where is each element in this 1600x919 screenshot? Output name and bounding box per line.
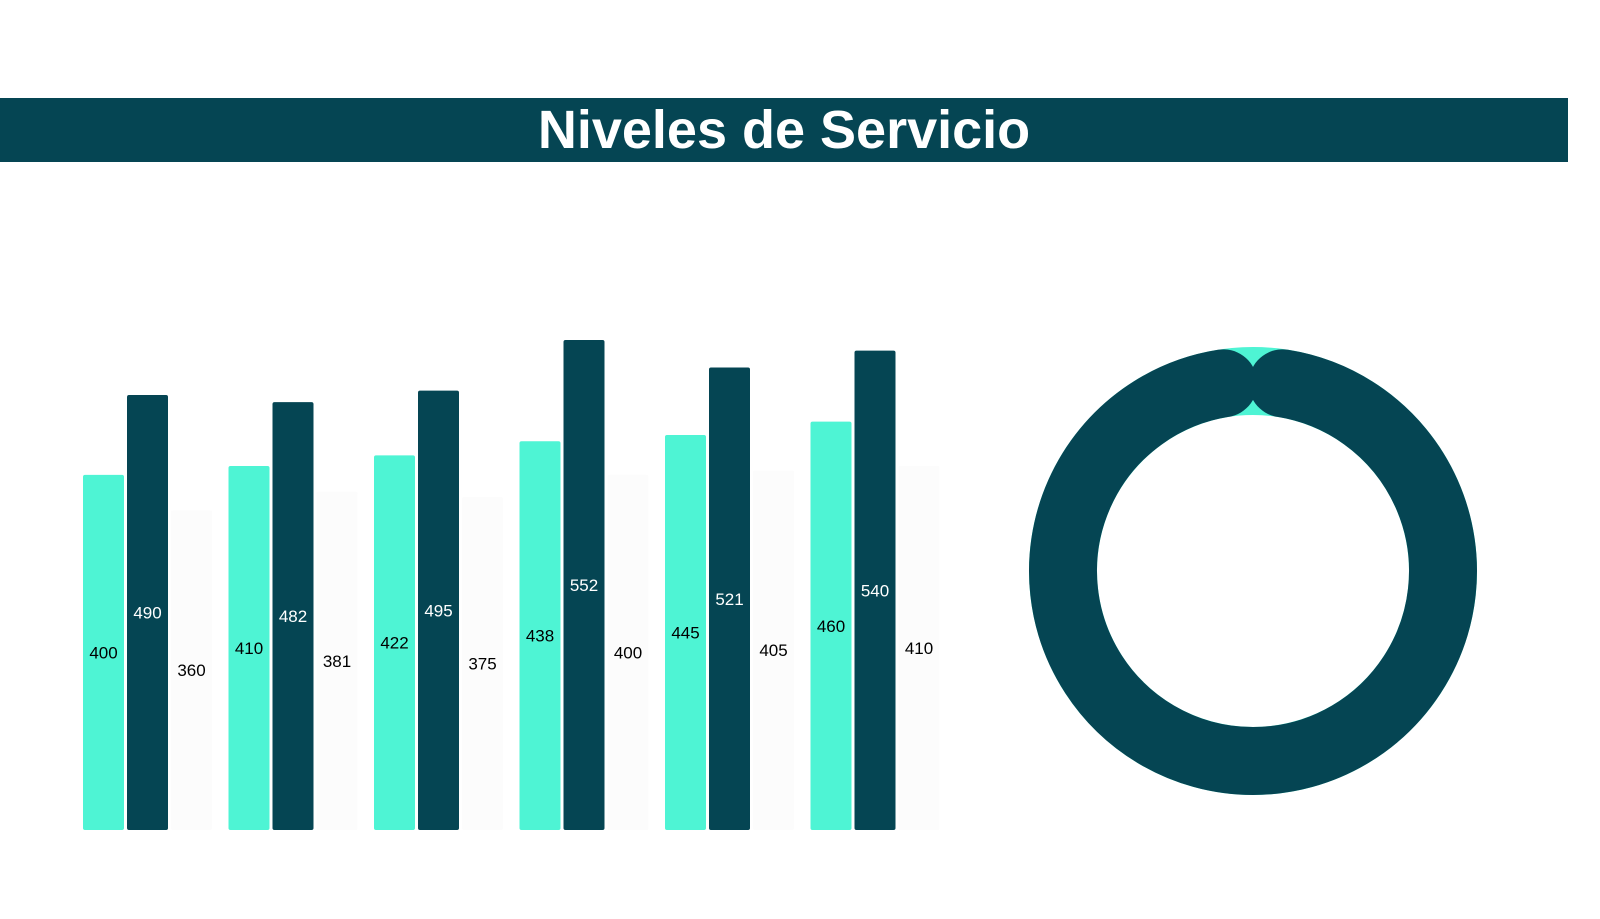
bar-series-2	[272, 402, 314, 830]
bar-group: 410 482 381	[228, 402, 358, 830]
bar-series-3	[462, 497, 503, 830]
bar-series-2	[563, 340, 605, 830]
bar-series-3	[171, 510, 212, 830]
data-label: 375	[468, 655, 496, 674]
data-label: 495	[424, 601, 452, 620]
data-label: 540	[861, 581, 889, 600]
data-label: 438	[526, 627, 554, 646]
bar-series-3	[607, 474, 649, 830]
data-label: 405	[759, 641, 787, 660]
data-label: 552	[570, 576, 598, 595]
title-band: Niveles de Servicio	[0, 98, 1568, 162]
bar-series-1	[228, 466, 270, 830]
bar-series-3	[753, 470, 794, 830]
bar-series-1	[665, 434, 706, 830]
data-label: 460	[817, 617, 845, 636]
bar-series-1	[810, 421, 852, 830]
bar-group: 460 540 410	[810, 350, 940, 830]
data-label: 490	[133, 604, 161, 623]
bar-group: 422 495 375	[374, 390, 503, 830]
bar-series-2	[127, 395, 168, 830]
data-label: 422	[380, 634, 408, 653]
bar-group: 438 552 400	[519, 340, 649, 830]
bar-series-2	[709, 367, 750, 830]
donut-slice-major	[1029, 349, 1477, 795]
data-label: 482	[279, 607, 307, 626]
data-label: 521	[715, 590, 743, 609]
bar-series-1	[519, 441, 561, 830]
bar-chart: 400 490 360 410 482 381 422 495 375 438 552 400 445 5…	[83, 340, 940, 830]
page-title: Niveles de Servicio	[537, 100, 1031, 160]
bar-series-1	[374, 455, 415, 830]
bar-series-3	[316, 491, 358, 830]
data-label: 400	[614, 643, 642, 662]
data-label: 445	[671, 623, 699, 642]
data-label: 400	[89, 643, 117, 662]
data-label: 410	[905, 639, 933, 658]
data-label: 410	[235, 639, 263, 658]
data-label: 360	[177, 661, 205, 680]
bar-series-1	[83, 474, 124, 830]
bar-series-2	[854, 350, 896, 830]
data-label: 381	[323, 652, 351, 671]
bar-group: 400 490 360	[83, 395, 212, 830]
bar-group: 445 521 405	[665, 367, 794, 830]
bar-series-2	[418, 390, 459, 830]
bar-series-3	[898, 466, 940, 830]
